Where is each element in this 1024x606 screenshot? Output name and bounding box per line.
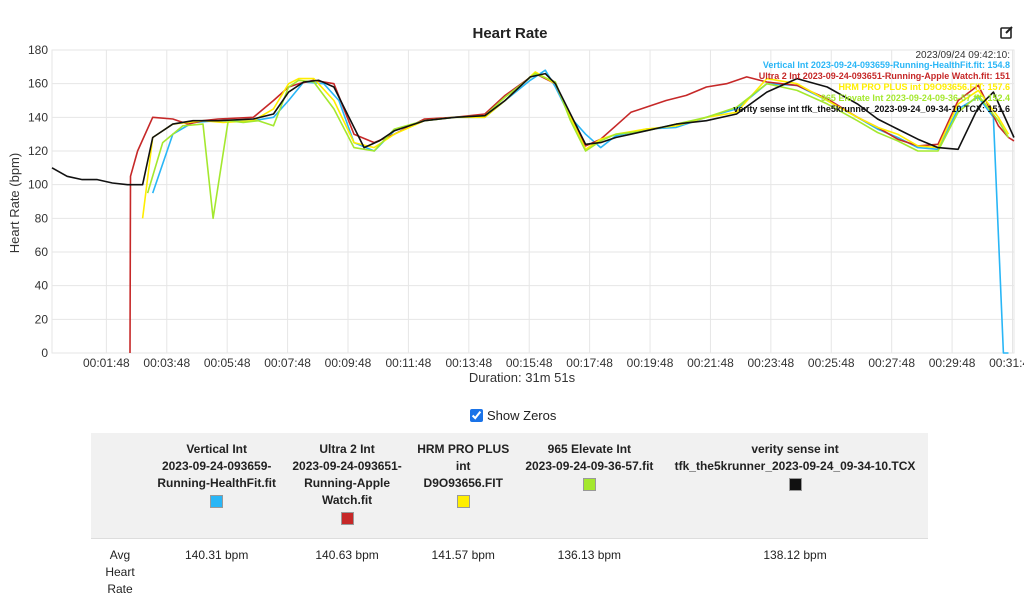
x-tick-label: 00:05:48	[204, 356, 251, 370]
column-header-line: Running-Apple	[288, 475, 405, 492]
legend-series-name: verity sense int tfk_the5krunner_2023-09…	[733, 104, 982, 114]
column-header-line: Watch.fit	[288, 492, 405, 509]
x-tick-label: 00:01:48	[83, 356, 130, 370]
legend-series-name: HRM PRO PLUS int D9O93656.FIT	[838, 82, 983, 92]
legend-series-name: 965 Elevate Int 2023-09-24-09-36-57.fit	[821, 93, 982, 103]
avg-value-cell: 141.57 bpm	[410, 539, 517, 606]
y-tick-label: 0	[41, 346, 48, 360]
legend-series-value: 151	[995, 71, 1010, 81]
legend-series-value: 157.6	[987, 82, 1010, 92]
legend-entry-4: 965 Elevate Int 2023-09-24-09-36-57.fit:…	[821, 93, 1010, 103]
column-header-line: 965 Elevate Int	[521, 441, 658, 458]
x-tick-label: 00:03:48	[143, 356, 190, 370]
x-tick-label: 00:09:48	[325, 356, 372, 370]
x-tick-label: 00:17:48	[566, 356, 613, 370]
show-zeros-toggle[interactable]: Show Zeros	[470, 408, 556, 423]
x-tick-label: 00:11:48	[385, 356, 431, 370]
show-zeros-label: Show Zeros	[487, 408, 556, 423]
legend-series-value: 154.8	[987, 60, 1010, 70]
column-header-line: 2023-09-24-09-36-57.fit	[521, 458, 658, 475]
legend-series-name: Vertical Int 2023-09-24-093659-Running-H…	[763, 60, 982, 70]
heart-rate-chart: Heart Rate 0 20 40 60 80 100 120 140 160 180 00:0…	[0, 0, 1024, 400]
x-tick-label: 00:15:48	[506, 356, 553, 370]
column-header-line: 2023-09-24-093651-	[288, 458, 405, 475]
x-tick-label: 00:31:48	[989, 356, 1024, 370]
avg-value-cell: 140.31 bpm	[149, 539, 284, 606]
x-tick-label: 00:21:48	[687, 356, 734, 370]
legend-series-name: Ultra 2 Int 2023-09-24-093651-Running-Ap…	[759, 71, 990, 81]
y-tick-label: 120	[28, 144, 48, 158]
y-tick-label: 60	[35, 245, 49, 259]
y-tick-label: 140	[28, 110, 48, 124]
avg-value-cell: 140.63 bpm	[284, 539, 409, 606]
column-header-line: Running-HealthFit.fit	[153, 475, 280, 492]
y-axis-ticks: 0 20 40 60 80 100 120 140 160 180	[28, 43, 48, 360]
column-header-line: 2023-09-24-093659-	[153, 458, 280, 475]
column-header-line: int	[414, 458, 513, 475]
legend-entry-3: HRM PRO PLUS int D9O93656.FIT: 157.6	[838, 82, 1010, 92]
series-color-swatch	[457, 495, 470, 508]
column-header-line: tfk_the5krunner_2023-09-24_09-34-10.TCX	[666, 458, 924, 475]
column-header-line: D9O93656.FIT	[414, 475, 513, 492]
avg-value-cell: 138.12 bpm	[662, 539, 928, 606]
x-tick-label: 00:23:48	[747, 356, 794, 370]
column-header-line: Vertical Int	[153, 441, 280, 458]
hover-timestamp: 2023/09/24 09:42:10:	[915, 50, 1010, 61]
column-header-line: verity sense int	[666, 441, 924, 458]
x-axis-ticks: 00:01:48 00:03:48 00:05:48 00:07:48 00:09:48…	[83, 356, 1024, 370]
x-axis-label: Duration: 31m 51s	[469, 370, 576, 385]
series-color-swatch	[583, 478, 596, 491]
x-tick-label: 00:07:48	[264, 356, 311, 370]
x-tick-label: 00:13:48	[445, 356, 492, 370]
y-tick-label: 100	[28, 178, 48, 192]
column-header-line: HRM PRO PLUS	[414, 441, 513, 458]
x-tick-label: 00:27:48	[868, 356, 915, 370]
series-color-swatch	[789, 478, 802, 491]
edit-icon[interactable]	[1000, 25, 1014, 39]
legend-entry-1: Vertical Int 2023-09-24-093659-Running-H…	[763, 60, 1010, 70]
legend-series-value: 152.4	[987, 93, 1010, 103]
column-header-line: Ultra 2 Int	[288, 441, 405, 458]
y-tick-label: 80	[35, 211, 49, 225]
y-tick-label: 20	[35, 312, 49, 326]
y-tick-label: 180	[28, 43, 48, 57]
y-axis-label: Heart Rate (bpm)	[7, 153, 22, 253]
legend-entry-5: verity sense int tfk_the5krunner_2023-09…	[733, 104, 1010, 114]
avg-value-cell: 136.13 bpm	[517, 539, 662, 606]
chart-legend: Vertical Int 2023-09-24-093659-Running-H…	[733, 60, 1010, 114]
x-tick-label: 00:29:48	[929, 356, 976, 370]
legend-series-value: 151.6	[987, 104, 1010, 114]
show-zeros-checkbox[interactable]	[470, 409, 483, 422]
series-color-swatch	[341, 512, 354, 525]
x-tick-label: 00:19:48	[627, 356, 674, 370]
chart-title: Heart Rate	[472, 25, 547, 42]
series-color-swatch	[210, 495, 223, 508]
x-tick-label: 00:25:48	[808, 356, 855, 370]
y-tick-label: 160	[28, 77, 48, 91]
row-label: Avg Heart Rate	[91, 539, 149, 606]
summary-corner-cell	[91, 433, 149, 539]
legend-entry-2: Ultra 2 Int 2023-09-24-093651-Running-Ap…	[759, 71, 1010, 81]
y-tick-label: 40	[35, 279, 49, 293]
